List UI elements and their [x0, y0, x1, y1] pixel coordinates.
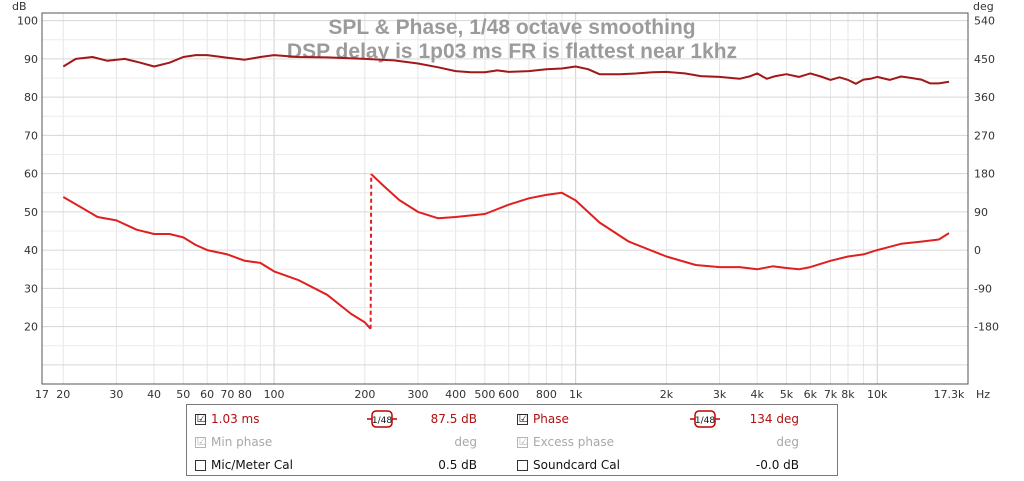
right-axis-tick-label: -90: [974, 282, 992, 295]
spl-visibility-checkbox[interactable]: ☑: [195, 413, 207, 425]
vertical-gridlines: [62, 13, 878, 384]
x-axis-tick-label: 70: [220, 388, 234, 400]
checkmark-icon: ☑: [196, 436, 207, 448]
left-axis-tick-label: 80: [24, 91, 38, 104]
left-axis-unit: dB: [12, 0, 27, 13]
x-axis-tick-label: 400: [445, 388, 466, 400]
x-axis-tick-label: 80: [238, 388, 252, 400]
x-axis-tick-label: 100: [264, 388, 285, 400]
x-axis-tick-label: 8k: [841, 388, 855, 400]
x-axis-tick-label: 40: [147, 388, 161, 400]
left-axis-tick-label: 70: [24, 129, 38, 142]
excess-phase-value: deg: [776, 435, 799, 449]
right-axis-tick-label: -180: [974, 321, 999, 334]
x-axis-tick-label: 3k: [713, 388, 727, 400]
x-axis-tick-label: 4k: [751, 388, 765, 400]
x-axis-tick-label: 1k: [569, 388, 583, 400]
x-axis-tick-label: 500: [474, 388, 495, 400]
phase-wrap-line: [369, 174, 373, 329]
x-axis-tick-label: 60: [200, 388, 214, 400]
right-axis-tick-label: 540: [974, 15, 995, 28]
left-axis-tick-label: 20: [24, 321, 38, 334]
mic-meter-cal-value: 0.5 dB: [438, 458, 477, 472]
x-axis-tick-label: 17.3k: [934, 388, 965, 400]
left-axis-tick-label: 60: [24, 168, 38, 181]
x-axis-tick-label: 2k: [660, 388, 674, 400]
chart-title: SPL & Phase, 1/48 octave smoothing: [328, 16, 695, 39]
phase-trace-label: Phase: [533, 412, 569, 426]
x-axis-tick-label: 300: [407, 388, 428, 400]
left-axis-tick-labels: 20 30 40 50 60 70 80 90 100: [17, 15, 38, 334]
spl-smoothing-label: 1/48: [372, 416, 392, 426]
left-axis-tick-label: 100: [17, 15, 38, 28]
checkmark-icon: ☑: [196, 413, 207, 425]
right-axis-tick-label: 270: [974, 129, 995, 142]
chart-subtitle: DSP delay is 1p03 ms FR is flattest near…: [287, 40, 737, 63]
series-layer: [62, 54, 950, 330]
x-axis-tick-label: 7k: [824, 388, 838, 400]
right-axis-tick-label: 180: [974, 168, 995, 181]
right-axis-unit: deg: [973, 0, 994, 13]
x-axis-tick-label: 600: [498, 388, 519, 400]
x-axis-tick-label: 200: [354, 388, 375, 400]
soundcard-cal-checkbox[interactable]: [517, 460, 528, 471]
min-phase-value: deg: [454, 435, 477, 449]
right-axis-tick-labels: -180 -90 0 90 180 270 360 450 540: [974, 15, 999, 334]
phase-smoothing-button[interactable]: 1/48: [690, 410, 720, 428]
left-axis-tick-label: 50: [24, 206, 38, 219]
x-axis-unit: Hz: [976, 388, 990, 400]
x-axis-tick-label: 50: [176, 388, 190, 400]
spl-trace-label: 1.03 ms: [211, 412, 260, 426]
checkmark-icon: ☑: [518, 436, 529, 448]
min-phase-label: Min phase: [211, 435, 273, 449]
x-axis-tick-label: 30: [109, 388, 123, 400]
phase-visibility-checkbox[interactable]: ☑: [517, 413, 529, 425]
soundcard-cal-value: -0.0 dB: [755, 458, 799, 472]
x-axis-tick-label: 10k: [867, 388, 888, 400]
excess-phase-label: Excess phase: [533, 435, 614, 449]
right-axis-tick-label: 90: [974, 206, 988, 219]
right-axis-tick-label: 0: [974, 244, 981, 257]
checkmark-icon: ☑: [518, 413, 529, 425]
left-axis-tick-label: 30: [24, 282, 38, 295]
x-axis-tick-labels: 17 20 30 40 50 60 70 80 100 200 300 400 500 600 800 1k 2…: [35, 388, 965, 400]
phase-series-line: [62, 196, 372, 330]
mic-meter-cal-label: Mic/Meter Cal: [211, 458, 293, 472]
left-axis-tick-label: 40: [24, 244, 38, 257]
left-axis-tick-label: 90: [24, 53, 38, 66]
spl-cursor-value: 87.5 dB: [430, 412, 477, 426]
spl-smoothing-button[interactable]: 1/48: [367, 410, 397, 428]
spl-phase-chart: 20 30 40 50 60 70 80 90 100 -180 -90 0 90 180 270 360 4…: [12, 0, 999, 400]
x-axis-tick-label: 800: [536, 388, 557, 400]
x-axis-tick-label: 17: [35, 388, 49, 400]
mic-meter-cal-checkbox[interactable]: [195, 460, 206, 471]
plot-frame: [41, 12, 969, 385]
right-axis-tick-label: 450: [974, 53, 995, 66]
right-axis-tick-label: 360: [974, 91, 995, 104]
legend-panel: ☑ 1.03 ms 1/48 87.5 dB ☑ Phase 1/48 134 …: [186, 404, 838, 476]
horizontal-gridlines: [42, 20, 968, 366]
min-phase-checkbox[interactable]: ☑: [195, 436, 207, 448]
x-axis-tick-label: 5k: [780, 388, 794, 400]
phase-smoothing-label: 1/48: [695, 416, 715, 426]
x-axis-tick-label: 20: [56, 388, 70, 400]
soundcard-cal-label: Soundcard Cal: [533, 458, 620, 472]
spl-series-line: [62, 54, 950, 85]
phase-series-line: [370, 173, 950, 271]
x-axis-tick-label: 6k: [804, 388, 818, 400]
excess-phase-checkbox[interactable]: ☑: [517, 436, 529, 448]
phase-cursor-value: 134 deg: [749, 412, 799, 426]
